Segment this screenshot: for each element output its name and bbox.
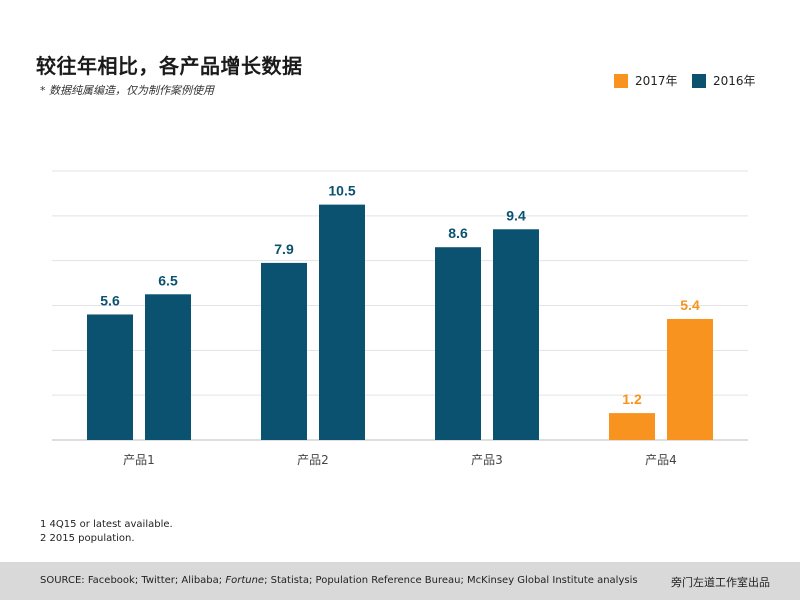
bar-value-label: 8.6 <box>448 225 468 241</box>
bar-value-label: 5.4 <box>680 297 700 313</box>
category-label: 产品3 <box>471 453 503 467</box>
source-italic: Fortune <box>225 575 265 586</box>
footer-bar: SOURCE: Facebook; Twitter; Alibaba; Fort… <box>0 562 800 600</box>
footnote-2: 2 2015 population. <box>40 533 135 544</box>
bar <box>145 294 191 440</box>
legend-item-2017: 2017年 <box>614 72 678 89</box>
bar-value-label: 7.9 <box>274 241 294 257</box>
category-label: 产品4 <box>645 453 677 467</box>
legend-swatch-2016 <box>692 73 706 88</box>
bar-value-label: 10.5 <box>328 183 355 199</box>
category-label: 产品1 <box>123 453 155 467</box>
bar <box>319 204 365 440</box>
bar <box>609 413 655 440</box>
legend-swatch-2017 <box>614 73 628 88</box>
legend-item-2016: 2016年 <box>692 72 756 89</box>
chart-title: 较往年相比，各产品增长数据 <box>36 54 303 78</box>
source-suffix: ; Statista; Population Reference Bureau;… <box>264 575 638 586</box>
bar-value-label: 6.5 <box>158 272 178 288</box>
footnote-1: 1 4Q15 or latest available. <box>40 519 173 530</box>
legend-label-2017: 2017年 <box>635 74 678 88</box>
legend-label-2016: 2016年 <box>713 74 756 88</box>
bar <box>667 318 713 440</box>
bar <box>493 229 539 440</box>
source-note: SOURCE: Facebook; Twitter; Alibaba; Fort… <box>40 575 638 586</box>
bar <box>87 314 133 440</box>
bar-value-label: 5.6 <box>100 292 120 308</box>
bar-value-label: 9.4 <box>506 207 526 223</box>
bar-value-label: 1.2 <box>622 391 642 407</box>
chart-subtitle: * 数据纯属编造，仅为制作案例使用 <box>40 84 214 97</box>
bar <box>261 262 307 440</box>
source-prefix: SOURCE: Facebook; Twitter; Alibaba; <box>40 575 226 586</box>
category-label: 产品2 <box>297 453 329 467</box>
brand-credit: 旁门左道工作室出品 <box>671 576 770 589</box>
bar <box>435 247 481 440</box>
